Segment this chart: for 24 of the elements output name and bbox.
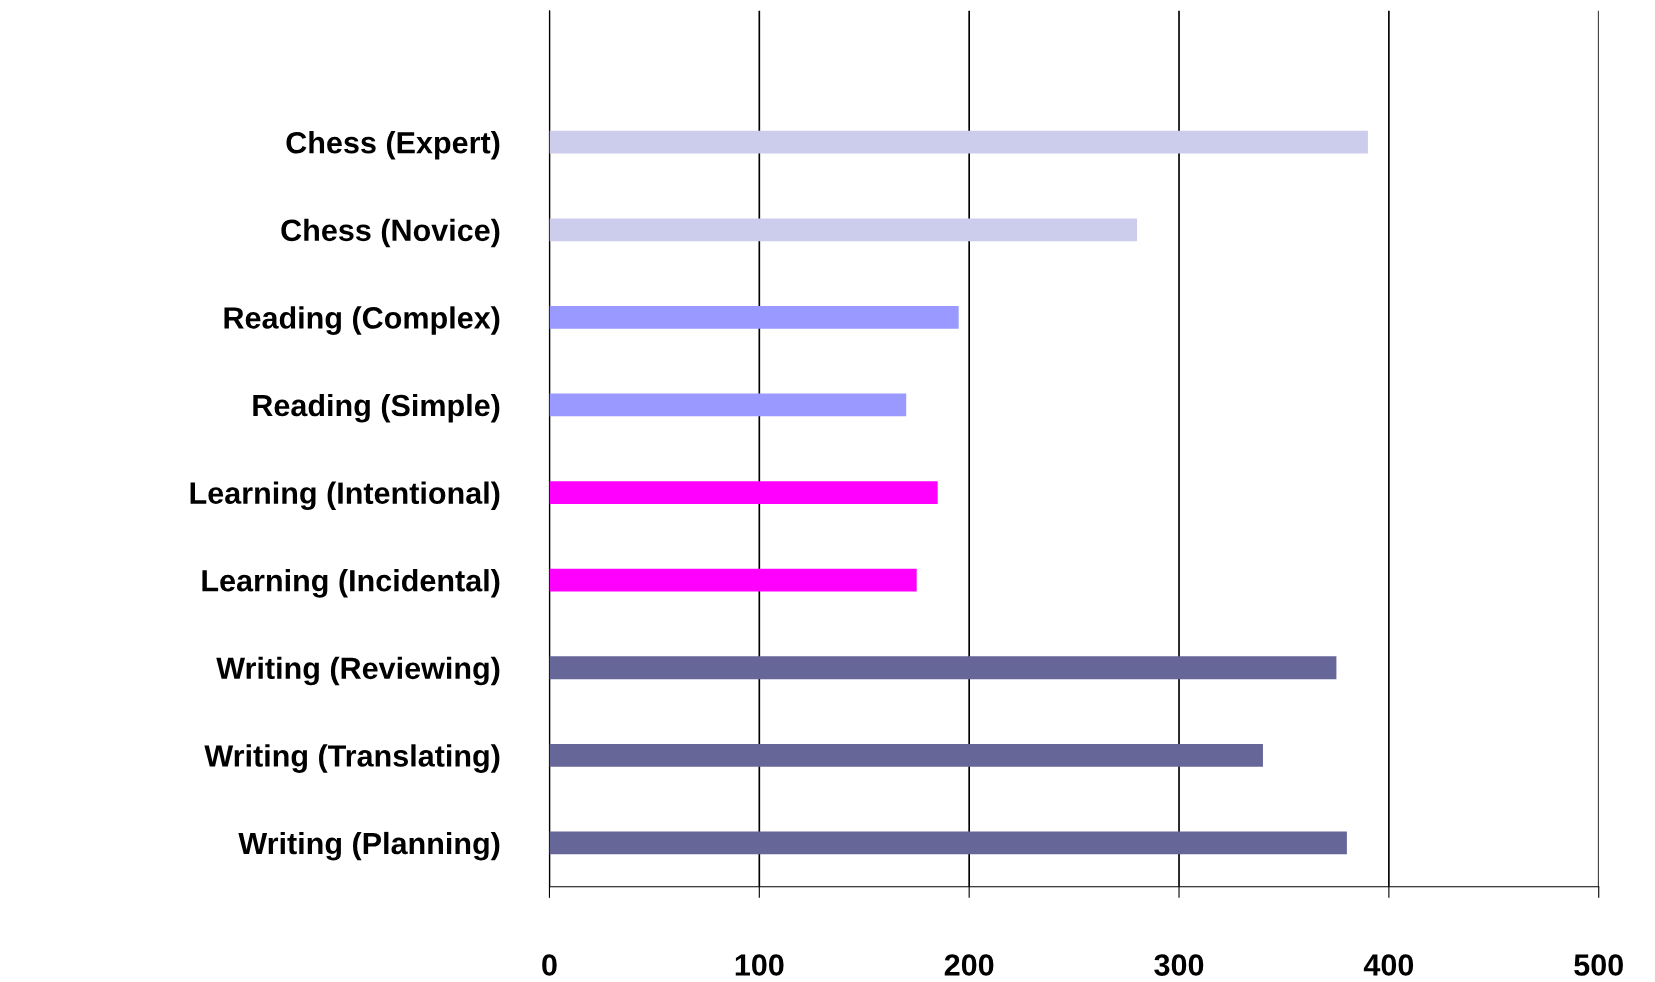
y-tick-label: Chess (Expert) [286,131,500,160]
x-tick-label: 200 [944,954,994,976]
y-tick-label: Writing (Translating) [204,744,500,773]
bar [549,743,1263,767]
bar [549,393,907,417]
bar [549,656,1337,680]
y-tick-label: Writing (Reviewing) [216,656,500,686]
bar [549,218,1138,242]
y-tick-label: Learning (Intentional) [190,481,500,511]
y-tick-label: Writing (Planning) [238,831,500,861]
x-tick-label: 500 [1574,954,1623,976]
x-tick-label: 400 [1363,954,1414,976]
y-tick-label: Chess (Novice) [281,218,500,248]
y-tick-label: Reading (Simple) [253,393,500,423]
x-tick-label: 300 [1154,954,1204,976]
bar [549,568,917,592]
y-tick-label: Reading (Complex) [224,306,500,335]
bar [549,130,1368,154]
bar [549,831,1347,855]
x-tick-label: 0 [542,954,557,976]
bar [549,481,938,504]
bar [549,306,959,329]
x-tick-label: 100 [735,954,784,976]
y-tick-label: Learning (Incidental) [202,569,500,598]
